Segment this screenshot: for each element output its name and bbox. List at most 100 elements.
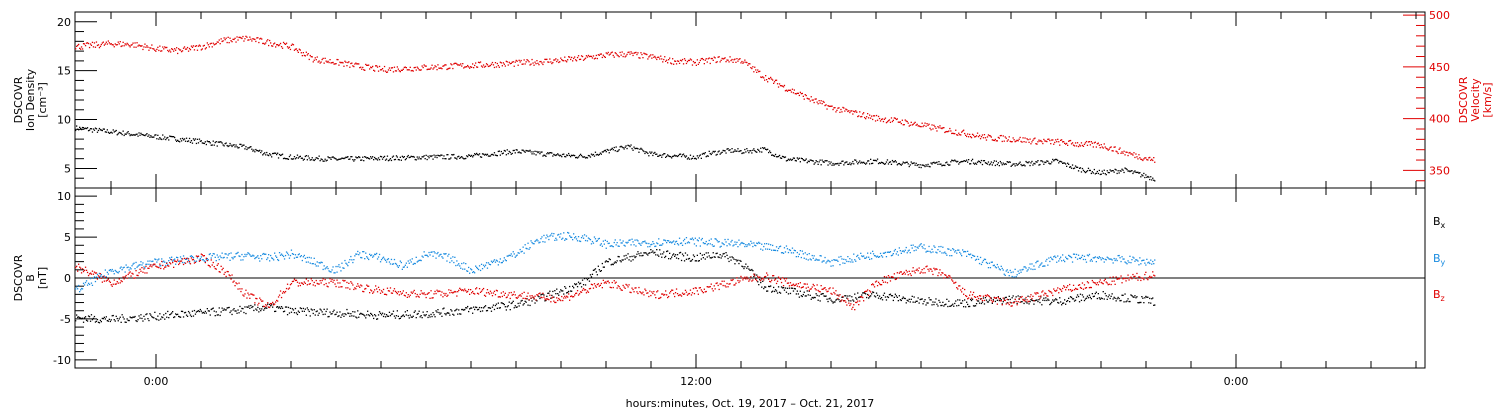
velocity-point xyxy=(130,44,132,46)
velocity-point xyxy=(646,53,648,56)
by-point xyxy=(984,258,987,261)
velocity-point xyxy=(1128,152,1130,154)
bx-point xyxy=(656,249,658,251)
velocity-point xyxy=(737,60,739,62)
bx-point xyxy=(590,276,593,278)
velocity-point xyxy=(798,94,800,97)
by-point xyxy=(500,262,502,264)
by-point xyxy=(546,234,548,236)
velocity-point xyxy=(928,123,930,125)
by-point xyxy=(522,246,524,248)
velocity-point xyxy=(321,58,323,61)
by-point xyxy=(485,262,488,264)
density-point xyxy=(273,152,275,155)
by-point xyxy=(562,237,564,239)
density-point xyxy=(568,152,570,155)
density-point xyxy=(714,150,716,152)
density-point xyxy=(262,154,264,156)
bz-point xyxy=(120,280,122,282)
velocity-point xyxy=(687,59,690,62)
bx-point xyxy=(208,310,210,312)
density-point xyxy=(183,138,186,140)
bz-point xyxy=(559,299,561,301)
density-point xyxy=(230,144,232,146)
density-point xyxy=(997,162,999,164)
by-point xyxy=(407,260,409,262)
bx-point xyxy=(869,296,871,298)
bx-point xyxy=(864,292,866,294)
density-point xyxy=(530,151,532,153)
bx-point xyxy=(639,255,641,257)
bx-point xyxy=(834,301,836,303)
velocity-point xyxy=(435,66,437,68)
bz-point xyxy=(508,292,510,294)
density-point xyxy=(491,153,494,156)
bx-point xyxy=(750,269,752,271)
density-point xyxy=(1098,169,1100,172)
bx-point xyxy=(105,316,107,318)
by-point xyxy=(1124,261,1126,263)
velocity-point xyxy=(988,135,991,137)
by-point xyxy=(559,236,561,238)
bx-point xyxy=(498,307,500,309)
bz-point xyxy=(491,295,494,297)
by-point xyxy=(591,240,594,243)
bz-point xyxy=(247,292,249,294)
bx-point xyxy=(89,320,92,322)
by-point xyxy=(804,252,806,254)
bz-point xyxy=(179,262,181,264)
bx-point xyxy=(929,299,931,301)
by-point xyxy=(86,284,89,286)
bx-point xyxy=(516,306,518,308)
density-point xyxy=(344,157,346,159)
density-point xyxy=(1013,163,1015,165)
by-point xyxy=(1073,253,1076,255)
bx-point xyxy=(561,290,563,292)
velocity-point xyxy=(1101,146,1103,148)
bx-point xyxy=(644,252,646,254)
bx-point xyxy=(657,254,659,256)
density-point xyxy=(427,155,429,157)
density-point xyxy=(197,142,200,144)
bx-point xyxy=(980,302,983,305)
density-point xyxy=(590,153,593,155)
velocity-point xyxy=(910,121,912,123)
velocity-point xyxy=(555,58,557,60)
density-point xyxy=(741,152,743,155)
velocity-point xyxy=(375,65,377,67)
bz-point xyxy=(302,283,304,285)
density-point xyxy=(106,129,108,131)
velocity-point xyxy=(674,60,676,62)
bz-point xyxy=(146,272,148,274)
bx-point xyxy=(486,309,489,312)
bz-point xyxy=(585,292,588,294)
by-point xyxy=(981,261,984,263)
velocity-point xyxy=(926,123,928,125)
by-point xyxy=(76,286,78,288)
by-point xyxy=(777,247,780,250)
by-point xyxy=(782,252,785,254)
density-point xyxy=(255,148,257,151)
by-point xyxy=(553,233,555,235)
by-point xyxy=(454,256,456,258)
y-tick-label: 5 xyxy=(64,231,71,244)
velocity-point xyxy=(970,137,973,139)
bx-point xyxy=(574,283,576,285)
bz-point xyxy=(466,291,468,293)
velocity-point xyxy=(260,37,262,39)
velocity-point xyxy=(597,54,599,56)
bz-point xyxy=(442,296,444,298)
by-point xyxy=(805,258,807,260)
velocity-point xyxy=(1077,145,1080,148)
bx-point xyxy=(544,300,546,302)
bz-point xyxy=(589,287,592,290)
velocity-point xyxy=(786,90,789,92)
by-point xyxy=(146,263,148,265)
bz-point xyxy=(292,280,295,282)
bz-point xyxy=(213,266,215,268)
by-point xyxy=(609,245,611,247)
by-point xyxy=(674,243,676,245)
bx-point xyxy=(198,310,201,313)
velocity-point xyxy=(791,88,794,90)
by-point xyxy=(191,256,194,258)
